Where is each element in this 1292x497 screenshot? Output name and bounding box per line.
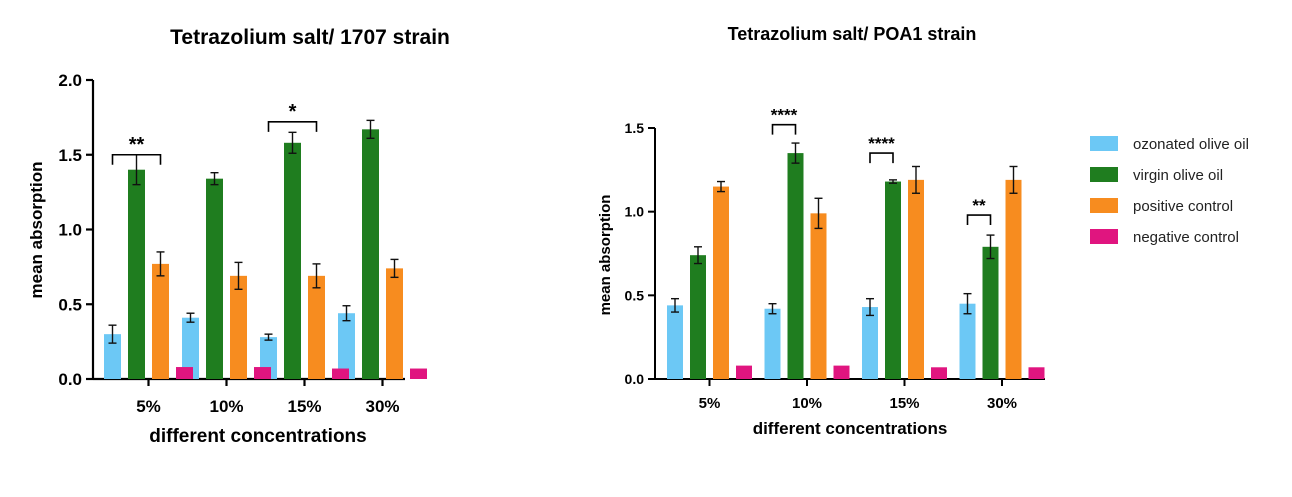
chart1-significance-label: ** [129, 134, 145, 156]
chart2-bar [810, 213, 827, 379]
chart1-bar [338, 313, 355, 379]
chart1-bar [182, 317, 199, 379]
chart1-significance-label: * [289, 101, 297, 123]
chart1-y-tick-label: 1.0 [58, 221, 82, 240]
legend-label: negative control [1133, 229, 1239, 246]
chart2-bar [833, 365, 850, 379]
chart2-bar [908, 179, 924, 379]
chart1-bar [230, 275, 247, 379]
chart1-bar [104, 334, 121, 379]
chart2-y-tick-label: 0.0 [625, 371, 645, 387]
chart2-bar [885, 181, 901, 379]
chart2-bar [862, 307, 878, 379]
chart1-title: Tetrazolium salt/ 1707 strain [170, 26, 450, 49]
legend-label: positive control [1133, 198, 1233, 215]
chart1-significance-bracket [267, 121, 318, 132]
chart2-bar [1005, 179, 1022, 379]
chart1-y-tick-label: 2.0 [58, 71, 82, 90]
chart1-bar [308, 275, 325, 379]
chart2-x-tick-label: 30% [987, 395, 1017, 412]
chart2-y-tick-label: 0.5 [625, 287, 645, 303]
chart1-y-tick-label: 0.0 [58, 370, 82, 389]
legend-label: ozonated olive oil [1133, 136, 1249, 153]
chart2-bar [736, 365, 752, 379]
legend-swatch [1090, 136, 1118, 151]
chart2-bar [982, 246, 999, 379]
chart1-bar [206, 178, 223, 379]
chart1-bar [410, 368, 427, 379]
chart2-x-tick-label: 15% [889, 395, 919, 412]
chart2-significance-bracket [966, 214, 992, 226]
chart2-significance-label: ** [972, 196, 986, 215]
chart1-bar [152, 263, 169, 379]
chart1-x-tick-label: 30% [365, 397, 399, 416]
chart2-title: Tetrazolium salt/ POA1 strain [728, 24, 977, 44]
chart2-bar [713, 186, 729, 379]
chart1-x-tick-label: 15% [287, 397, 321, 416]
chart1-x-tick-label: 5% [136, 397, 161, 416]
chart1-x-axis-label: different concentrations [149, 426, 366, 447]
chart1-bar [386, 268, 403, 379]
chart1-y-tick-label: 0.5 [58, 295, 82, 314]
chart1-plot: 0.00.51.01.52.05% 10% 15% 30%*** [58, 71, 427, 416]
chart2-bar [690, 255, 706, 379]
chart1-y-axis-label: mean absorption [27, 162, 46, 299]
chart2-x-axis-label: different concentrations [753, 419, 948, 438]
chart1-significance-bracket [111, 153, 162, 165]
chart1-bar [284, 142, 301, 379]
legend-swatch [1090, 198, 1118, 213]
chart2-bar [764, 308, 781, 379]
chart1-x-tick-label: 10% [209, 397, 243, 416]
chart1-bar [332, 368, 349, 379]
legend-swatch [1090, 229, 1118, 244]
legend-swatch [1090, 167, 1118, 182]
chart2-y-tick-label: 1.5 [625, 120, 645, 136]
chart2-bar [1028, 367, 1045, 379]
chart2-y-axis-label: mean absorption [597, 195, 614, 316]
legend: ozonated olive oil virgin olive oil positi… [1090, 136, 1249, 246]
chart1-bar [176, 367, 193, 379]
chart2-bar [959, 303, 976, 379]
chart2-bar [931, 367, 947, 379]
chart2-bar [667, 305, 683, 379]
chart2-y-tick-label: 1.0 [625, 204, 645, 220]
chart2-bar [787, 153, 804, 379]
chart2-significance-bracket [869, 152, 894, 164]
chart2-x-tick-label: 10% [792, 395, 822, 412]
chart1-bar [128, 169, 145, 379]
chart2-significance-bracket [771, 123, 797, 135]
chart2-significance-label: **** [868, 134, 895, 153]
chart1-bar [362, 129, 379, 379]
chart1-bar [254, 367, 271, 379]
chart2-plot: 0.00.51.01.55% 10% 15% 30%********** [625, 106, 1045, 412]
chart2-significance-label: **** [771, 106, 798, 125]
chart1-y-tick-label: 1.5 [58, 146, 82, 165]
chart2-x-tick-label: 5% [699, 395, 721, 412]
legend-label: virgin olive oil [1133, 167, 1223, 184]
